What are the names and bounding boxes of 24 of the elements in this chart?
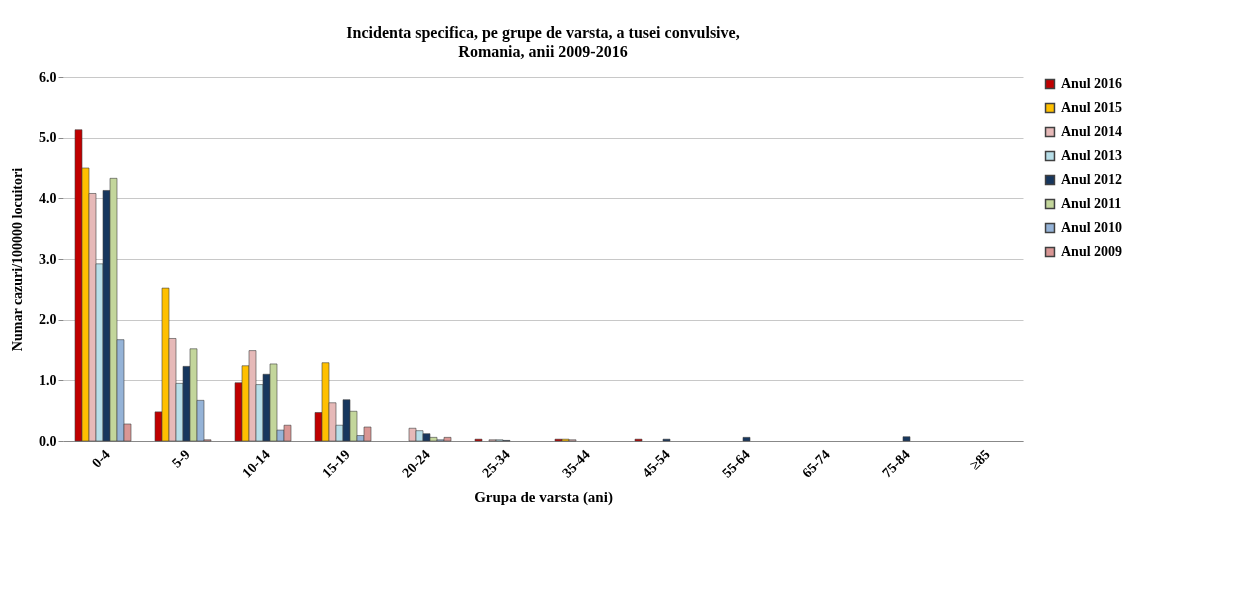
x-tick-label: 0-4 bbox=[89, 446, 113, 471]
legend-label: Anul 2015 bbox=[1061, 100, 1123, 115]
x-tick-label: 5-9 bbox=[169, 446, 193, 471]
x-tick-label: ≥85 bbox=[966, 446, 993, 473]
bar bbox=[902, 436, 911, 442]
y-tick-label: 3.0 bbox=[39, 251, 57, 267]
y-tick-label: 1.0 bbox=[39, 372, 57, 388]
legend-label: Anul 2011 bbox=[1061, 196, 1122, 211]
chart-subtitle: Romania, anii 2009-2016 bbox=[458, 43, 628, 60]
y-tick-label: 2.0 bbox=[39, 312, 57, 328]
y-tick-label: 4.0 bbox=[39, 190, 57, 206]
bar bbox=[742, 437, 751, 442]
legend-label: Anul 2012 bbox=[1061, 172, 1123, 187]
legend-label: Anul 2013 bbox=[1061, 148, 1123, 163]
y-tick-label: 0.0 bbox=[39, 433, 57, 449]
legend-label: Anul 2009 bbox=[1061, 244, 1123, 259]
y-axis-title: Numar cazuri/100000 locuitori bbox=[10, 167, 25, 352]
chart-title: Incidenta specifica, pe grupe de varsta, a tusei convulsive, bbox=[346, 24, 740, 42]
legend-label: Anul 2014 bbox=[1061, 124, 1123, 139]
x-axis-title: Grupa de varsta (ani) bbox=[474, 489, 613, 507]
y-tick-label: 5.0 bbox=[39, 130, 57, 146]
y-tick-label: 6.0 bbox=[39, 69, 57, 85]
legend-label: Anul 2010 bbox=[1061, 220, 1123, 235]
legend-label: Anul 2016 bbox=[1061, 76, 1123, 91]
